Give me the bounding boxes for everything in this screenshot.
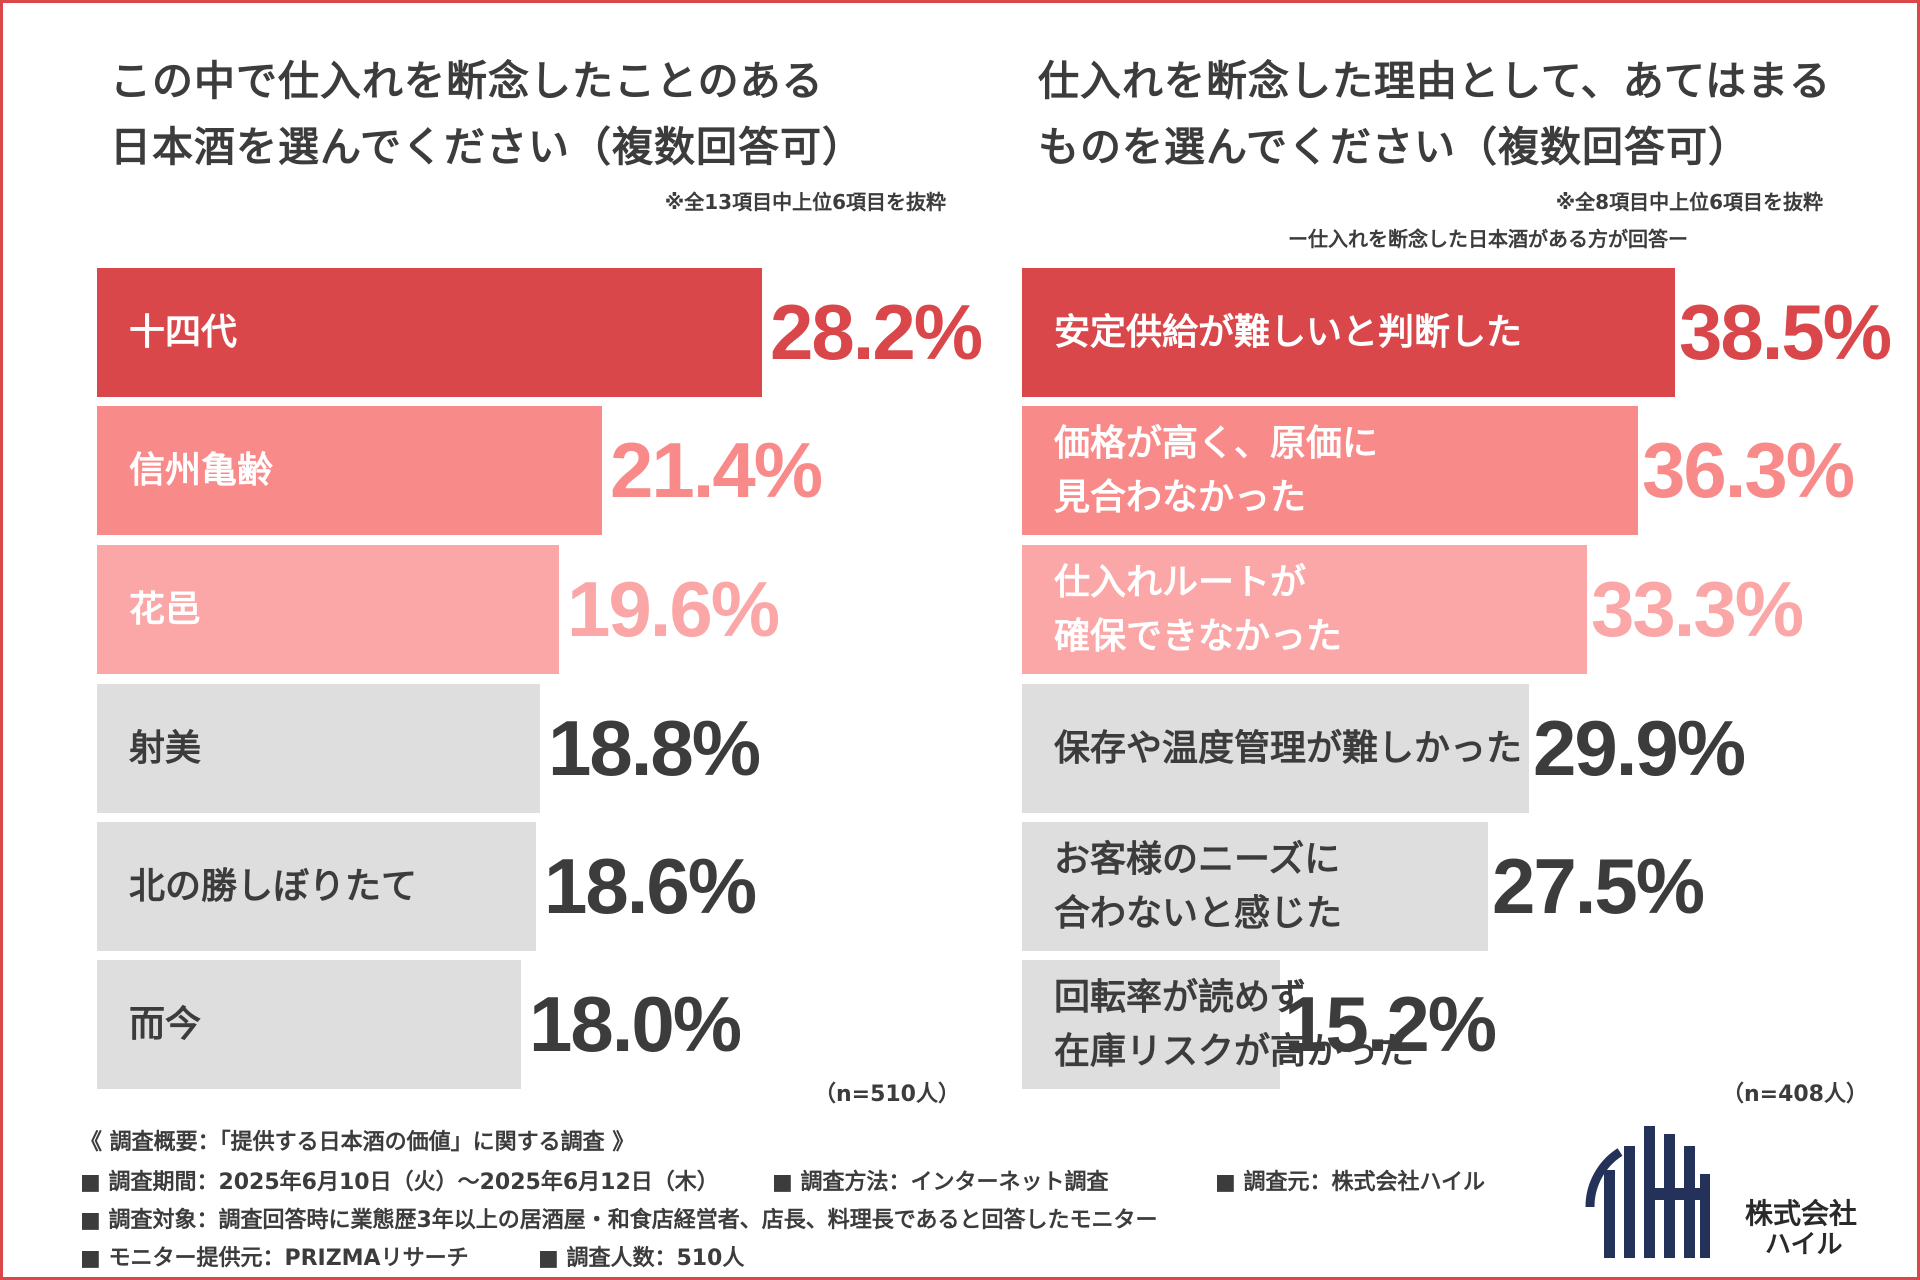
bar-label-line: 北の勝しぼりたて: [129, 865, 418, 907]
bar-label-line: 価格が高く、原価に: [1054, 422, 1379, 464]
bar: [1022, 268, 1675, 397]
chart-title: この中で仕入れを断念したことのある 日本酒を選んでください（複数回答可）: [110, 48, 910, 180]
chart-title-line: この中で仕入れを断念したことのある: [110, 57, 824, 105]
chart-title-line: 日本酒を選んでください（複数回答可）: [110, 123, 864, 171]
data-label: 15.2%: [1284, 979, 1497, 1068]
chart-note: ※全8項目中上位6項目を抜粋: [1555, 190, 1823, 214]
data-label: 19.6%: [567, 564, 780, 653]
bar-label: 而今: [129, 998, 201, 1052]
sample-size-label: （n=408人）: [1721, 1082, 1868, 1107]
data-label: 36.3%: [1642, 425, 1855, 514]
survey-method: ■ 調査方法：インターネット調査: [772, 1170, 1109, 1195]
chart-title-line: 仕入れを断念した理由として、あてはまる: [1038, 57, 1832, 105]
bar-label-line: 信州亀齢: [129, 449, 274, 491]
bar-label: 十四代: [129, 306, 237, 360]
bar-label-line: 合わないと感じた: [1054, 892, 1343, 934]
bar-label-line: 保存や温度管理が難しかった: [1054, 727, 1523, 769]
survey-title: 《 調査概要：「提供する日本酒の価値」に関する調査 》: [80, 1130, 635, 1155]
bar: [97, 268, 762, 397]
bar-label: 射美: [129, 722, 201, 776]
bar: [97, 406, 602, 535]
chart-note: ※全13項目中上位6項目を抜粋: [664, 190, 946, 214]
bar-label: 安定供給が難しいと判断した: [1054, 306, 1522, 360]
bar-label-line: お客様のニーズに: [1054, 838, 1341, 880]
survey-source: ■ 調査元：株式会社ハイル: [1215, 1170, 1486, 1195]
data-label: 38.5%: [1679, 287, 1892, 376]
data-label: 21.4%: [610, 425, 823, 514]
survey-count: ■ 調査人数：510人: [538, 1246, 745, 1271]
bar-label-line: 回転率が読めず: [1054, 976, 1307, 1018]
bar-label-line: 確保できなかった: [1054, 615, 1343, 657]
bar-label-line: 在庫リスクが高かった: [1054, 1030, 1415, 1072]
bar: [97, 822, 536, 951]
data-label: 18.8%: [548, 703, 761, 792]
logo-text-line1: 株式会社: [1745, 1197, 1858, 1230]
bar-label: 価格が高く、原価に 見合わなかった: [1054, 417, 1378, 525]
data-label: 33.3%: [1591, 564, 1804, 653]
bar: [1022, 684, 1529, 813]
bar-label: お客様のニーズに 合わないと感じた: [1054, 833, 1342, 941]
bar: [1022, 545, 1587, 674]
bar: [97, 545, 559, 674]
bar-label-line: 射美: [129, 727, 202, 769]
bar-label: 北の勝しぼりたて: [129, 860, 417, 914]
bar-label-line: 而今: [129, 1003, 202, 1045]
survey-provider: ■ モニター提供元：PRIZMAリサーチ: [80, 1246, 469, 1271]
logo-text-line2: ハイル: [1765, 1230, 1843, 1260]
bar-label-line: 仕入れルートが: [1054, 561, 1307, 603]
data-label: 18.6%: [544, 841, 757, 930]
chart-subnote: ー仕入れを断念した日本酒がある方が回答ー: [1288, 227, 1688, 251]
data-label: 18.0%: [529, 979, 742, 1068]
company-logo: 株式会社 ハイル: [1580, 1112, 1880, 1262]
survey-period: ■ 調査期間：2025年6月10日（火）〜2025年6月12日（木）: [80, 1170, 719, 1195]
chart-title: 仕入れを断念した理由として、あてはまる ものを選んでください（複数回答可）: [1038, 48, 1898, 180]
data-label: 28.2%: [770, 287, 983, 376]
bar: [97, 960, 521, 1089]
bar-label-line: 安定供給が難しいと判断した: [1054, 311, 1523, 353]
bar-label-line: 花邑: [129, 588, 202, 630]
bar-label: 仕入れルートが 確保できなかった: [1054, 556, 1342, 664]
bar: [1022, 406, 1638, 535]
bar-label: 回転率が読めず在庫リスクが高かった: [1054, 971, 1414, 1079]
bar-label: 保存や温度管理が難しかった: [1054, 722, 1522, 776]
bar-label: 信州亀齢: [129, 444, 273, 498]
bar: [1022, 960, 1280, 1089]
bar-label-line: 見合わなかった: [1054, 476, 1307, 518]
survey-target: ■ 調査対象：調査回答時に業態歴3年以上の居酒屋・和食店経営者、店長、料理長であ…: [80, 1208, 1158, 1233]
chart-title-line: ものを選んでください（複数回答可）: [1038, 123, 1750, 171]
bar: [97, 684, 540, 813]
bar: [1022, 822, 1488, 951]
logo-mark: [1585, 1126, 1710, 1258]
data-label: 27.5%: [1492, 841, 1705, 930]
data-label: 29.9%: [1533, 703, 1746, 792]
sample-size-label: （n=510人）: [813, 1082, 960, 1107]
bar-label-line: 十四代: [129, 311, 238, 353]
bar-label: 花邑: [129, 583, 201, 637]
